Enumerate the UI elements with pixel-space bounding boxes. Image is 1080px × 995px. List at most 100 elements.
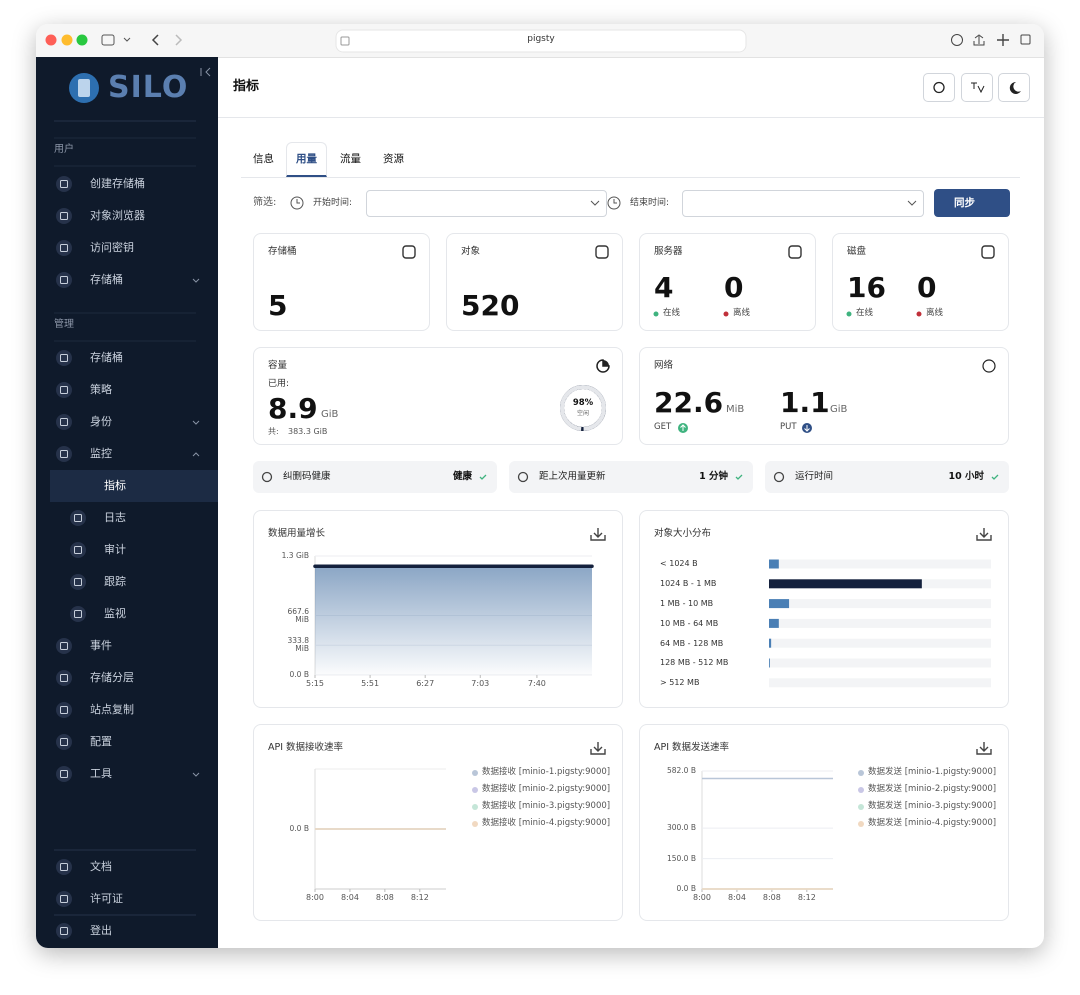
clock-hand	[296, 199, 300, 204]
icon-shape	[402, 245, 416, 259]
get-unit: MiB	[726, 404, 745, 415]
nav-glyph	[60, 770, 68, 778]
chevron	[123, 37, 131, 42]
nav-label: 存储分层	[90, 671, 134, 685]
bar	[769, 658, 770, 668]
y-tick-text: 150.0 B	[666, 853, 696, 863]
help-button[interactable]	[923, 73, 955, 102]
y-tick-label: 1.3 GiB	[273, 546, 309, 566]
card-icon	[981, 245, 995, 259]
status-dots	[653, 311, 729, 317]
tab[interactable]: 资源	[383, 152, 404, 165]
sidebar-toggle[interactable]	[101, 34, 115, 46]
offline-count: 0	[917, 271, 937, 305]
nav-label: 指标	[104, 479, 126, 493]
date-input[interactable]	[682, 190, 924, 217]
end-label: 结束时间:	[630, 197, 670, 208]
chart-card: API 数据接收速率 0.0 B 8:00 8:04 8:08 8:12 数据接收 [min…	[253, 724, 623, 921]
expand-chevron	[192, 420, 200, 425]
theme-button[interactable]	[998, 73, 1030, 102]
date-input[interactable]	[366, 190, 607, 217]
y-tick-text: 0.0 B	[289, 670, 309, 679]
y-tick-text: 0.0 B	[676, 884, 696, 893]
nav-label: 监控	[90, 447, 112, 461]
tabs-button[interactable]	[1020, 34, 1031, 45]
nav-icon	[56, 923, 72, 939]
y-tick-text: 0.0 B	[289, 824, 309, 833]
check-icon	[479, 474, 487, 480]
legend-label: 数据发送 [minio-2.pigsty:9000]	[868, 784, 997, 795]
status-graphics	[261, 471, 487, 483]
ring-caption: 空闲	[576, 409, 590, 417]
close-button[interactable]	[45, 34, 57, 46]
x-tick-label: 5:15	[306, 679, 324, 689]
forward-button[interactable]	[175, 34, 183, 46]
pie-icon	[596, 359, 610, 373]
page-title: 指标	[233, 78, 260, 94]
group-title: 用户	[54, 144, 74, 155]
status-dots	[846, 311, 922, 317]
address-bar[interactable]	[335, 29, 747, 53]
back-button[interactable]	[151, 34, 159, 46]
card-title: 服务器	[654, 246, 683, 258]
nav-glyph	[60, 276, 68, 284]
tab[interactable]: 用量	[296, 152, 317, 165]
tab[interactable]: 信息	[253, 152, 274, 165]
new-tab-button[interactable]	[997, 34, 1009, 46]
active-tab[interactable]	[286, 142, 327, 177]
x-tick-label: 8:08	[375, 893, 394, 903]
card-title: 容量	[268, 360, 288, 372]
download-icon[interactable]	[976, 528, 992, 541]
window: pigsty SILO 用户 创建存储桶 对象浏览器 访问密钥 存储桶 管理 存储桶 策略 身份监…	[36, 24, 1044, 948]
total-label: 共:	[268, 427, 279, 437]
nav-icon	[56, 208, 72, 224]
share-button[interactable]	[973, 34, 985, 46]
status-icon	[261, 471, 273, 483]
online-label: 在线	[663, 308, 681, 319]
minimize-button[interactable]	[61, 34, 73, 46]
y-tick-label: 0.0 B	[273, 665, 309, 685]
capacity-graphics	[560, 359, 610, 431]
legend-label: 数据接收 [minio-3.pigsty:9000]	[482, 801, 611, 812]
tab[interactable]: 流量	[340, 152, 361, 165]
chart-card: 对象大小分布 < 1024 B 1024 B - 1 MB 1 MB - 10 MB 1…	[639, 510, 1009, 708]
sync-button[interactable]	[934, 189, 1010, 217]
x-tick-label: 8:00	[693, 893, 711, 903]
get-value: 22.6	[654, 386, 724, 420]
ring-percent: 98%	[572, 398, 594, 409]
language-button[interactable]	[961, 73, 993, 102]
zoom-button[interactable]	[76, 34, 88, 46]
legend-swatch	[472, 770, 478, 776]
nav-glyph	[60, 863, 68, 871]
status-item: 纠删码健康 健康	[253, 461, 497, 493]
nav-glyph	[60, 706, 68, 714]
x-tick-label: 5:51	[361, 679, 380, 689]
nav-icon	[70, 574, 86, 590]
nav-glyph	[60, 212, 68, 220]
stat-card: 对象 520	[446, 233, 623, 331]
nav-glyph	[60, 927, 68, 935]
download-button[interactable]	[951, 34, 963, 46]
offline-count: 0	[724, 271, 744, 305]
download-icon[interactable]	[590, 742, 606, 755]
nav-glyph	[60, 244, 68, 252]
legend-swatch	[858, 804, 864, 810]
download-icon[interactable]	[976, 742, 992, 755]
card-title: 对象	[461, 246, 481, 258]
x-tick-label: 7:03	[471, 679, 490, 689]
chart-title: 数据用量增长	[268, 528, 326, 540]
bar	[769, 579, 922, 589]
status-icon	[517, 471, 529, 483]
logo-icon-inner	[78, 79, 90, 97]
nav-label: 存储桶	[90, 273, 123, 287]
nav-icon	[70, 542, 86, 558]
legend-swatch	[858, 787, 864, 793]
stat-card: 磁盘 16 0 在线 离线	[832, 233, 1009, 331]
filter-label: 筛选:	[253, 197, 277, 208]
nav-label: 访问密钥	[90, 241, 134, 255]
download-icon[interactable]	[590, 528, 606, 541]
collapse-button[interactable]	[200, 67, 211, 77]
status-value: 1 分钟	[699, 471, 728, 483]
nav-item[interactable]	[50, 470, 218, 502]
chart-card: 数据用量增长 0.0 B 333.8 MiB 667.6 MiB 1.3 GiB 5:15…	[253, 510, 623, 708]
